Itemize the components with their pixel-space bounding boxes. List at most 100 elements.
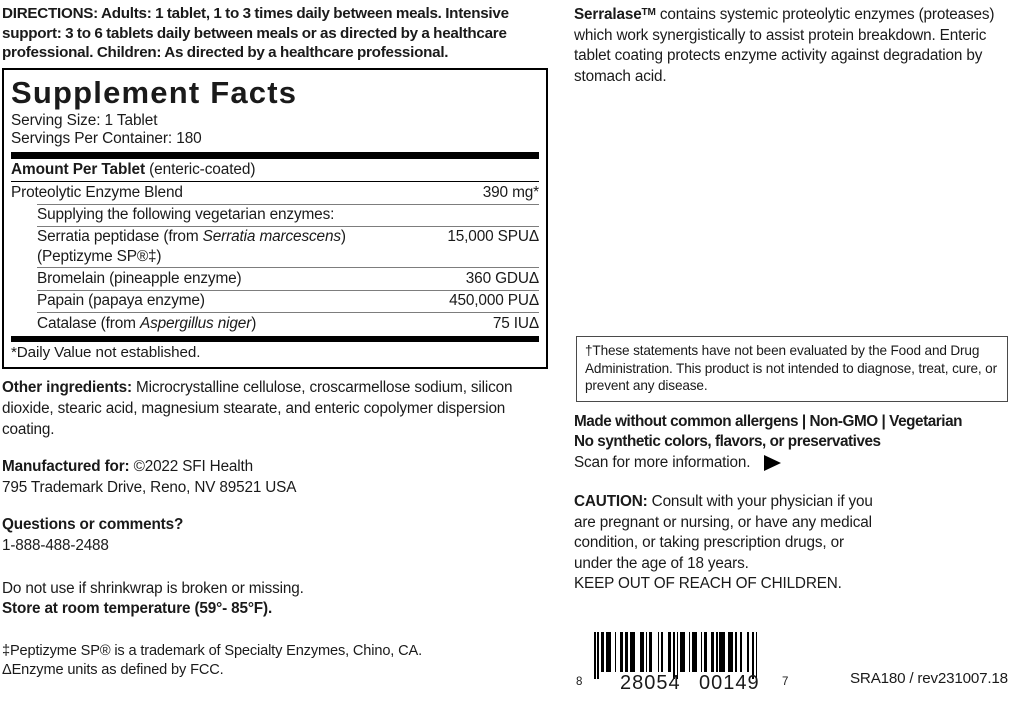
barcode-bar — [657, 632, 660, 672]
right-column: SerralaseTM contains systemic proteolyti… — [572, 0, 1024, 694]
table-separator-row — [11, 267, 539, 269]
trademark-symbol: TM — [641, 7, 656, 18]
row-value: 360 GDUΔ — [465, 269, 539, 287]
row-separator — [37, 289, 539, 291]
claim-allergens-gmo-vegetarian: Made without common allergens | Non-GMO … — [574, 413, 963, 430]
serving-size: Serving Size: 1 Tablet — [11, 111, 158, 129]
barcode-bar — [704, 632, 708, 672]
barcode-bar — [645, 632, 648, 672]
caution-label: CAUTION: — [574, 493, 648, 510]
keep-out-of-reach: KEEP OUT OF REACH OF CHILDREN. — [574, 575, 842, 593]
barcode-bars — [594, 632, 758, 679]
row-name: Bromelain (pineapple enzyme) — [37, 269, 242, 287]
daily-value-footnote: *Daily Value not established. — [11, 344, 201, 362]
caution-block: CAUTION: Consult with your physician if … — [574, 492, 874, 595]
product-intro-block: SerralaseTM contains systemic proteolyti… — [572, 0, 1024, 88]
shrinkwrap-warning: Do not use if shrinkwrap is broken or mi… — [2, 579, 304, 597]
barcode-bar — [649, 632, 653, 672]
left-column: DIRECTIONS: Adults: 1 tablet, 1 to 3 tim… — [0, 5, 556, 679]
barcode-bar — [728, 632, 734, 672]
product-intro-text: contains systemic proteolytic enzymes (p… — [574, 5, 995, 86]
barcode-left-digit: 8 — [576, 676, 583, 688]
barcode-bar — [667, 632, 672, 672]
barcode-bar — [746, 632, 749, 672]
table-row: Papain (papaya enzyme) 450,000 PUΔ — [11, 291, 539, 312]
directions-label: DIRECTIONS: — [2, 5, 98, 22]
revision-code: SRA180 / rev231007.18 — [850, 670, 1008, 687]
manufacturer-address: 795 Trademark Drive, Reno, NV 89521 USA — [2, 478, 297, 496]
row-value: 390 mg* — [482, 183, 539, 201]
other-ingredients-text: Microcrystalline cellulose, croscarmello… — [2, 379, 513, 438]
table-row: Serratia peptidase (from Serratia marces… — [11, 227, 539, 268]
barcode: 8 28054 00149 7 — [574, 632, 824, 702]
manufactured-for-label: Manufactured for: — [2, 458, 130, 476]
barcode-bar — [619, 632, 624, 672]
trademark-note-peptizyme: ‡Peptizyme SP® is a trademark of Special… — [2, 642, 422, 659]
barcode-bar — [691, 632, 698, 672]
supplement-facts-title: Supplement Facts — [11, 74, 298, 110]
questions-heading: Questions or comments? — [2, 516, 184, 534]
table-row: Bromelain (pineapple enzyme) 360 GDUΔ — [11, 268, 539, 289]
amount-per-tablet-note: (enteric-coated) — [144, 160, 256, 178]
table-row: Supplying the following vegetarian enzym… — [11, 205, 539, 226]
barcode-bar — [640, 632, 644, 672]
row-value — [426, 205, 539, 226]
barcode-bar — [630, 632, 636, 672]
barcode-bar — [606, 632, 612, 672]
barcode-bar — [624, 632, 629, 672]
brand-name: Serralase — [574, 5, 642, 23]
barcode-bar — [661, 632, 663, 672]
manufacturer-block: Manufactured for: ©2022 SFI Health — [0, 457, 556, 478]
row-separator — [37, 312, 539, 314]
row-name: Proteolytic Enzyme Blend — [11, 183, 183, 201]
amount-per-tablet-label: Amount Per Tablet — [11, 160, 145, 178]
supplement-facts-panel: Supplement Facts Serving Size: 1 Tablet … — [2, 67, 548, 370]
row-name-italic: Serratia marcescens — [202, 228, 341, 246]
table-separator-row — [11, 312, 539, 314]
barcode-group-a: 28054 — [620, 672, 681, 694]
directions-text: Adults: 1 tablet, 1 to 3 times daily bet… — [2, 5, 509, 61]
claims-block: Made without common allergens | Non-GMO … — [574, 412, 1024, 473]
barcode-bar — [600, 632, 605, 672]
row-name: Catalase (from Aspergillus niger) — [37, 314, 257, 332]
triangle-right-icon — [764, 455, 782, 472]
fda-disclaimer-box: †These statements have not been evaluate… — [576, 336, 1008, 402]
trademark-note-enzyme-units: ΔEnzyme units as defined by FCC. — [2, 662, 224, 679]
barcode-group-b: 00149 — [699, 672, 760, 694]
supplement-facts-table: Proteolytic Enzyme Blend 390 mg* Supplyi… — [11, 182, 539, 334]
storage-instruction: Store at room temperature (59°- 85°F). — [2, 600, 273, 618]
row-name: Supplying the following vegetarian enzym… — [37, 206, 335, 224]
barcode-bar — [700, 632, 703, 672]
row-separator — [37, 267, 539, 269]
table-separator-row — [11, 225, 539, 227]
barcode-bar — [679, 632, 686, 672]
barcode-bar — [752, 632, 754, 679]
barcode-bar — [719, 632, 725, 672]
scan-text: Scan for more information. — [574, 453, 751, 471]
table-row: Proteolytic Enzyme Blend 390 mg* — [11, 182, 539, 203]
barcode-bar — [734, 632, 737, 672]
row-separator — [37, 203, 539, 205]
barcode-bar — [597, 632, 600, 679]
barcode-bar — [676, 632, 679, 679]
other-ingredients-label: Other ingredients: — [2, 379, 132, 397]
scan-row: Scan for more information. — [574, 453, 1024, 473]
row-name-italic: Aspergillus niger — [139, 314, 252, 332]
amount-per-tablet-header: Amount Per Tablet (enteric-coated) — [11, 159, 539, 181]
fda-disclaimer-text: †These statements have not been evaluate… — [585, 343, 997, 394]
barcode-bar — [716, 632, 718, 672]
row-value: 450,000 PUΔ — [449, 292, 539, 310]
other-ingredients-block: Other ingredients: Microcrystalline cell… — [0, 378, 556, 440]
barcode-bar — [594, 632, 596, 679]
barcode-bar — [740, 632, 742, 672]
row-name-second-line: (Peptizyme SP®‡) — [37, 247, 162, 265]
row-value: 75 IUΔ — [492, 314, 539, 332]
table-separator-row — [11, 203, 539, 205]
barcode-bar — [755, 632, 758, 679]
row-value: 15,000 SPUΔ — [447, 228, 539, 246]
barcode-bar — [710, 632, 715, 672]
table-separator-row — [11, 289, 539, 291]
questions-phone[interactable]: 1-888-488-2488 — [2, 536, 109, 554]
caution-text: Consult with your physician if you are p… — [574, 493, 873, 572]
